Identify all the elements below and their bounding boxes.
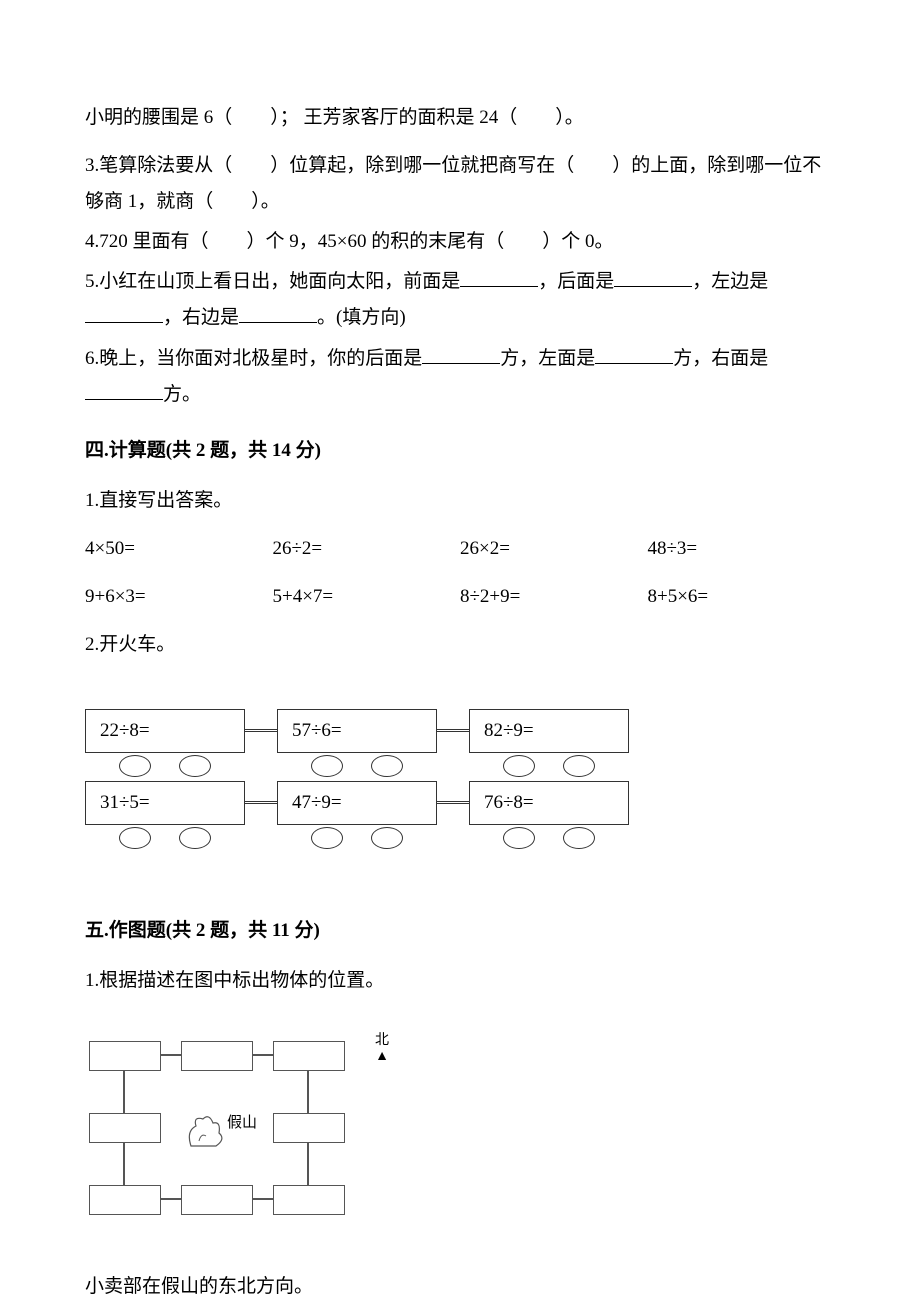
blank [85,304,163,323]
connector-icon [123,1143,125,1185]
q5-text: 5.小红在山顶上看日出，她面向太阳，前面是 ，后面是 ，左边是 ，右边是 。(填方向) [85,264,835,336]
connector-icon [253,1054,273,1056]
wheel-icon [563,755,595,777]
calc-cell: 8+5×6= [648,579,836,615]
train-car: 76÷8= [469,781,629,849]
connector-icon [437,801,471,804]
north-label: 北 [375,1033,389,1048]
connector-icon [437,729,471,732]
wheel-icon [503,827,535,849]
calc-cell: 48÷3= [648,531,836,567]
north-indicator: 北 ▲ [375,1033,389,1064]
wheel-icon [563,827,595,849]
rockery-label: 假山 [227,1109,257,1138]
connector-icon [307,1143,309,1185]
map-diagram: 北 ▲ 假山 [85,1041,365,1221]
blank [460,268,538,287]
train-box: 76÷8= [469,781,629,825]
q4-text: 4.720 里面有（ ）个 9，45×60 的积的末尾有（ ）个 0。 [85,224,835,260]
blank [239,304,317,323]
connector-icon [245,729,279,732]
q3-text: 3.笔算除法要从（ ）位算起，除到哪一位就把商写在（ ）的上面，除到哪一位不够商… [85,148,835,220]
train-box: 31÷5= [85,781,245,825]
q5-mid3: ，右边是 [163,307,239,328]
connector-icon [161,1054,181,1056]
wheel-icon [119,755,151,777]
wheel-icon [371,755,403,777]
q6-pre: 6.晚上，当你面对北极星时，你的后面是 [85,348,422,369]
q5-pre: 5.小红在山顶上看日出，她面向太阳，前面是 [85,271,460,292]
sec5-q1: 1.根据描述在图中标出物体的位置。 [85,963,835,999]
sec4-q2: 2.开火车。 [85,627,835,663]
map-box-nw [89,1041,161,1071]
connector-icon [245,801,279,804]
calc-table: 4×50= 26÷2= 26×2= 48÷3= 9+6×3= 5+4×7= 8÷… [85,531,835,615]
q6-mid2: 方，右面是 [673,348,768,369]
wheel-icon [371,827,403,849]
sec4-q1: 1.直接写出答案。 [85,483,835,519]
q6-text: 6.晚上，当你面对北极星时，你的后面是 方，左面是 方，右面是方。 [85,341,835,413]
map-box-sw [89,1185,161,1215]
calc-cell: 26÷2= [273,531,461,567]
connector-icon [307,1071,309,1113]
calc-cell: 8÷2+9= [460,579,648,615]
map-box-e [273,1113,345,1143]
q2-context: 小明的腰围是 6（ ）； 王芳家客厅的面积是 24（ ）。 [85,100,835,136]
blank [614,268,692,287]
calc-cell: 5+4×7= [273,579,461,615]
wheel-icon [503,755,535,777]
q5-end: 。(填方向) [317,307,406,328]
q6-mid1: 方，左面是 [500,348,595,369]
section-5-heading: 五.作图题(共 2 题，共 11 分) [85,913,835,949]
train-box: 82÷9= [469,709,629,753]
q6-end: 方。 [163,384,201,405]
sec5-desc: 小卖部在假山的东北方向。 [85,1269,835,1305]
arrow-icon: ▲ [375,1049,389,1064]
blank [595,345,673,364]
wheel-icon [119,827,151,849]
map-box-n [181,1041,253,1071]
train-diagram: 22÷8= 57÷6= 82÷9= 31÷5= 47÷9= 76÷8= [85,709,835,849]
map-box-w [89,1113,161,1143]
train-car: 82÷9= [469,709,629,777]
blank [422,345,500,364]
train-car: 22÷8= [85,709,245,777]
map-box-ne [273,1041,345,1071]
train-box: 57÷6= [277,709,437,753]
train-car: 31÷5= [85,781,245,849]
calc-cell: 9+6×3= [85,579,273,615]
q5-mid1: ，后面是 [538,271,614,292]
map-box-s [181,1185,253,1215]
wheel-icon [179,755,211,777]
q5-mid2: ，左边是 [692,271,768,292]
wheel-icon [311,755,343,777]
connector-icon [123,1071,125,1113]
rockery-icon [181,1111,231,1162]
wheel-icon [311,827,343,849]
connector-icon [253,1198,273,1200]
train-car: 57÷6= [277,709,437,777]
wheel-icon [179,827,211,849]
train-car: 47÷9= [277,781,437,849]
train-box: 47÷9= [277,781,437,825]
blank [85,381,163,400]
section-4-heading: 四.计算题(共 2 题，共 14 分) [85,433,835,469]
calc-cell: 26×2= [460,531,648,567]
train-box: 22÷8= [85,709,245,753]
map-box-se [273,1185,345,1215]
connector-icon [161,1198,181,1200]
calc-cell: 4×50= [85,531,273,567]
